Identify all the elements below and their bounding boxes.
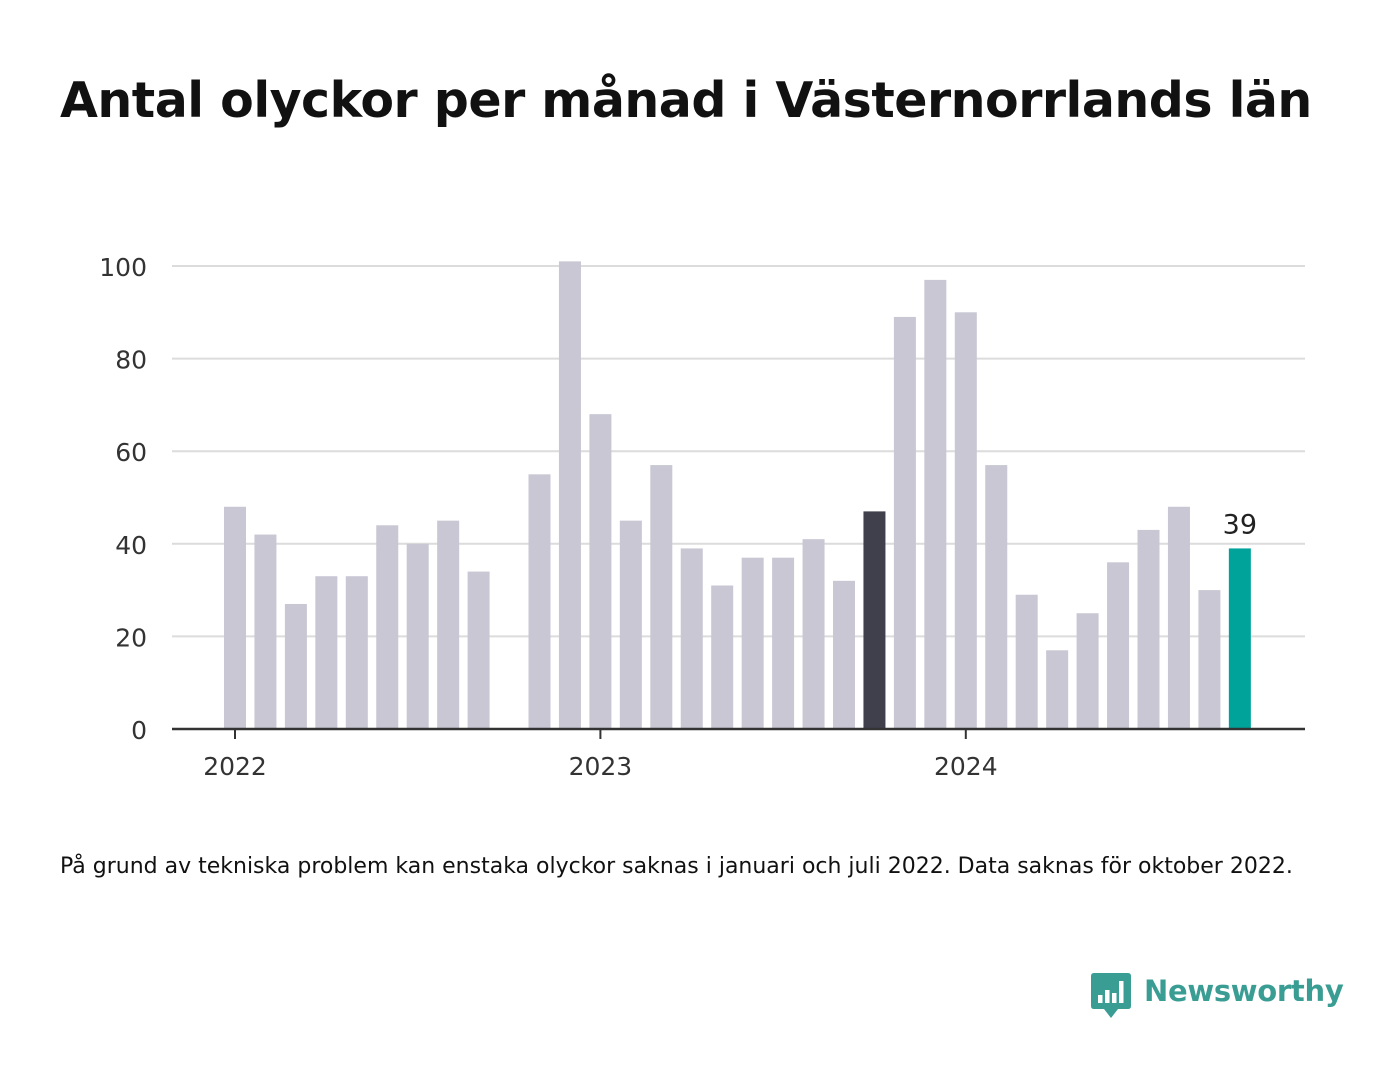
- bar-2022-02: [254, 534, 277, 729]
- bar-2023-08: [802, 539, 825, 729]
- bar-2024-07: [1137, 529, 1160, 729]
- bar-2024-03: [1015, 594, 1038, 729]
- bar-2023-11: [893, 316, 916, 729]
- bar-2023-01: [589, 414, 612, 729]
- footnote: På grund av tekniska problem kan enstaka…: [60, 854, 1293, 879]
- bar-2023-10: [863, 511, 886, 729]
- bar-2023-06: [741, 557, 764, 729]
- gridlines: [172, 265, 1305, 638]
- bar-2022-04: [315, 576, 338, 729]
- y-tick-label: 100: [99, 253, 147, 282]
- bar-2022-03: [284, 603, 307, 729]
- brand-logo[interactable]: Newsworthy: [1090, 970, 1344, 1022]
- bar-2022-01: [224, 506, 246, 729]
- data-label-latest: 39: [1223, 509, 1257, 540]
- y-tick-label: 60: [115, 438, 147, 467]
- x-tick-label: 2023: [569, 752, 633, 781]
- bar-2024-01: [954, 312, 977, 729]
- axes: 0 20 40 60 80 100 2022 2023 2024: [99, 253, 1305, 781]
- bar-2022-11: [528, 474, 551, 729]
- bar-2023-02: [619, 520, 642, 729]
- bar-2024-06: [1107, 562, 1130, 729]
- bar-2024-04: [1046, 650, 1069, 729]
- bar-2022-06: [376, 525, 399, 729]
- y-tick-label: 80: [115, 346, 147, 375]
- bar-2023-04: [680, 548, 703, 729]
- x-tick-label: 2024: [934, 752, 998, 781]
- y-tick-label: 0: [131, 716, 147, 745]
- y-tick-label: 20: [115, 623, 147, 652]
- bar-2022-09: [467, 571, 490, 729]
- bar-chart-speech-bubble-icon: [1091, 973, 1131, 1018]
- bar-2022-05: [345, 576, 368, 729]
- bar-2023-09: [833, 580, 855, 729]
- bar-2023-03: [650, 465, 673, 729]
- chart-title: Antal olyckor per månad i Västernorrland…: [60, 72, 1312, 129]
- data-labels: 39: [1223, 509, 1257, 540]
- bar-2024-10: [1228, 548, 1251, 729]
- bar-2024-09: [1198, 590, 1221, 729]
- bars: [224, 261, 1251, 729]
- x-tick-label: 2022: [203, 752, 267, 781]
- bar-2024-08: [1167, 506, 1190, 729]
- bar-2022-07: [406, 543, 429, 729]
- bar-2023-05: [711, 585, 734, 729]
- bar-chart: 39 0 20 40 60 80 100 2022 2023 2024: [99, 253, 1305, 781]
- bar-2023-07: [772, 557, 795, 729]
- bar-2022-08: [437, 520, 460, 729]
- brand-name: Newsworthy: [1144, 974, 1344, 1008]
- bar-2024-02: [985, 465, 1008, 729]
- bar-2024-05: [1076, 613, 1099, 729]
- y-tick-label: 40: [115, 531, 147, 560]
- bar-2022-12: [558, 261, 581, 729]
- bar-2023-12: [924, 279, 947, 729]
